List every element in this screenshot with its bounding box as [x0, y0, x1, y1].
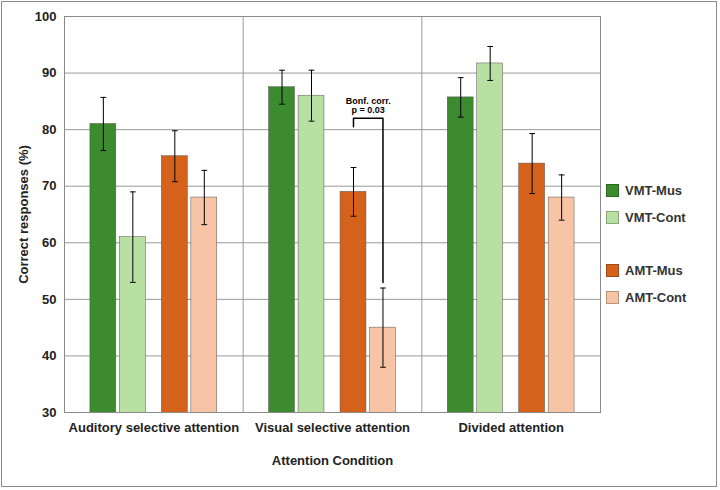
svg-text:80: 80	[42, 122, 56, 137]
html-text:AMT-Cont: AMT-Cont	[625, 290, 687, 305]
svg-text:Attention Condition: Attention Condition	[272, 453, 393, 468]
svg-text:40: 40	[42, 348, 56, 363]
svg-text:100: 100	[35, 9, 57, 24]
svg-text:70: 70	[42, 178, 56, 193]
svg-text:30: 30	[42, 405, 56, 420]
html-text:VMT-Mus: VMT-Mus	[625, 183, 683, 198]
svg-text:60: 60	[42, 235, 56, 250]
svg-text:90: 90	[42, 65, 56, 80]
svg-text:Divided attention: Divided attention	[458, 420, 564, 435]
html-text:AMT-Mus: AMT-Mus	[625, 263, 683, 278]
svg-text:Auditory selective attention: Auditory selective attention	[69, 420, 240, 435]
svg-text:50: 50	[42, 292, 56, 307]
svg-text:Bonf. corr.p = 0.03: Bonf. corr.p = 0.03	[346, 96, 391, 115]
svg-text:Visual selective attention: Visual selective attention	[255, 420, 410, 435]
html-text:VMT-Cont: VMT-Cont	[625, 210, 686, 225]
svg-text:Correct responses (%): Correct responses (%)	[16, 145, 31, 284]
